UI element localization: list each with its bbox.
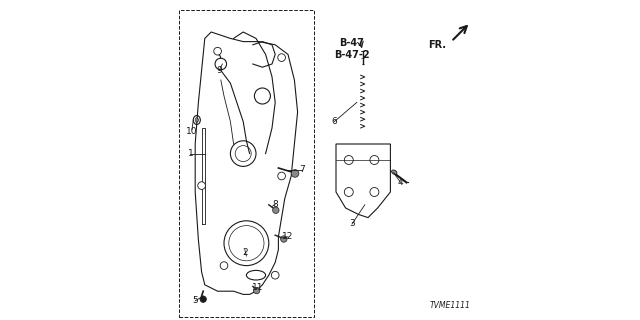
Text: 12: 12 — [282, 232, 294, 241]
Circle shape — [273, 207, 279, 213]
Text: 3: 3 — [349, 220, 355, 228]
Text: 1: 1 — [188, 149, 193, 158]
Circle shape — [200, 296, 206, 302]
Text: 7: 7 — [300, 165, 305, 174]
Text: 6: 6 — [332, 117, 337, 126]
Ellipse shape — [392, 170, 397, 174]
Circle shape — [278, 54, 285, 61]
Text: TVME1111: TVME1111 — [429, 301, 470, 310]
Circle shape — [214, 47, 221, 55]
Text: 9: 9 — [216, 66, 222, 75]
Circle shape — [220, 262, 228, 269]
Text: 10: 10 — [186, 127, 198, 136]
Text: 5: 5 — [193, 296, 198, 305]
Text: 8: 8 — [273, 200, 278, 209]
Circle shape — [271, 271, 279, 279]
Text: B-47
B-47-2: B-47 B-47-2 — [334, 38, 370, 60]
Text: 11: 11 — [252, 284, 263, 292]
Text: 2: 2 — [242, 248, 248, 257]
Circle shape — [198, 182, 205, 189]
Text: FR.: FR. — [428, 40, 447, 50]
Text: 4: 4 — [397, 178, 403, 187]
Circle shape — [291, 170, 299, 177]
Circle shape — [281, 236, 287, 242]
Circle shape — [253, 287, 260, 294]
Circle shape — [278, 172, 285, 180]
